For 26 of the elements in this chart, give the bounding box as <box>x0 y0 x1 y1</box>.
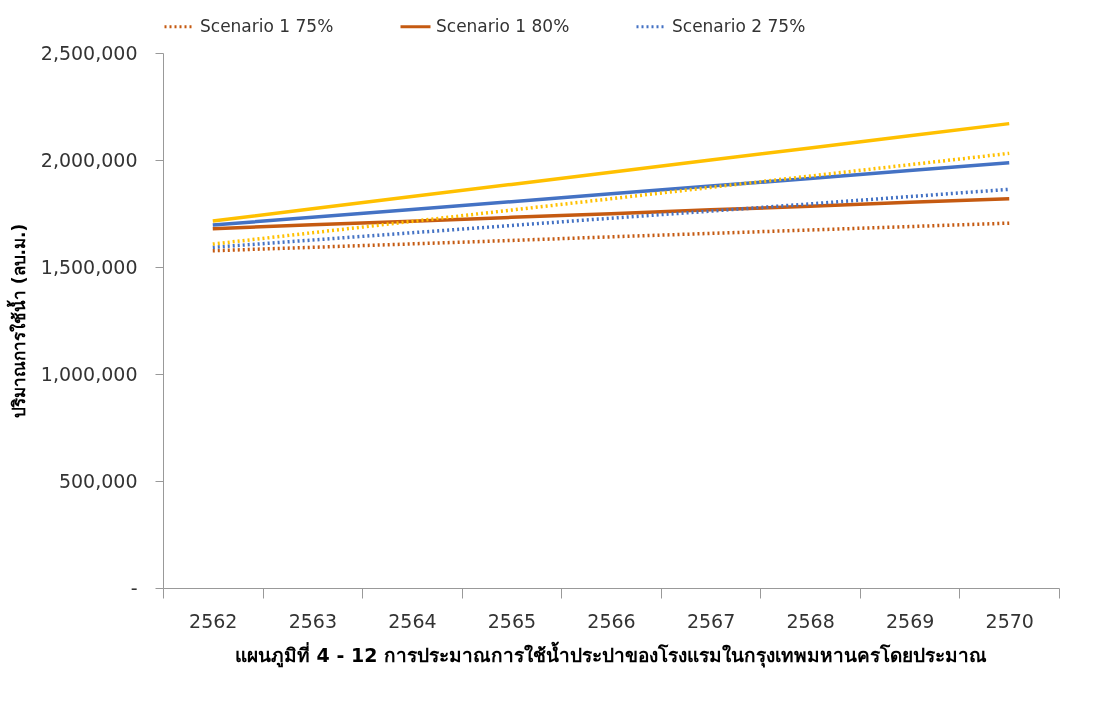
y-tick-label: 500,000 <box>58 469 138 492</box>
y-axis-title: ปริมาณการใช้น้ำ (ลบ.ม.) <box>5 223 29 419</box>
x-tick-label: 2565 <box>487 609 537 632</box>
x-tick-label: 2569 <box>885 609 935 632</box>
y-tick-label: 2,500,000 <box>40 41 138 64</box>
y-tick-label: - <box>130 576 138 599</box>
y-tick-label: 1,500,000 <box>40 255 138 278</box>
x-tick-label: 2563 <box>288 609 338 632</box>
legend-label: Scenario 2 75% <box>672 15 806 36</box>
line-series <box>211 221 1011 253</box>
y-tick-label: 2,000,000 <box>40 148 138 171</box>
x-tick-label: 2568 <box>786 609 835 632</box>
x-tick-label: 2564 <box>388 609 437 632</box>
line-series <box>211 121 1011 223</box>
line-series <box>211 151 1011 246</box>
legend-label: Scenario 1 75% <box>200 15 334 36</box>
text: แผนภูมิที่ 4 - 12 การประมาณการใช้น้ำประปาของโรงแรมในกรุงเทพมหานครโดยประมาณ <box>234 641 988 668</box>
line-series <box>211 196 1011 231</box>
legend-label: Scenario 1 80% <box>436 15 570 36</box>
line-series <box>211 161 1011 227</box>
x-tick-label: 2562 <box>189 609 238 632</box>
line-series <box>211 187 1011 250</box>
x-tick-label: 2567 <box>686 609 736 632</box>
x-tick-label: 2566 <box>587 609 636 632</box>
y-tick-label: 1,000,000 <box>40 362 138 385</box>
x-tick-label: 2570 <box>985 609 1034 632</box>
